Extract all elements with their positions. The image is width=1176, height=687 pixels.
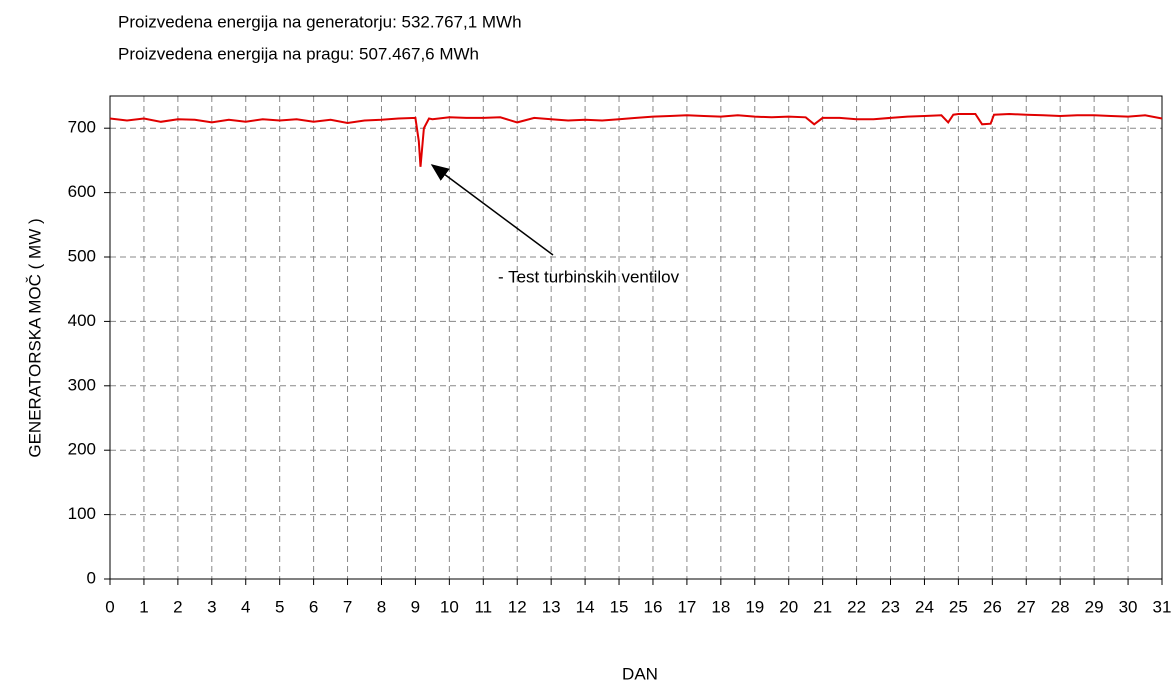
x-tick-label: 12 — [508, 597, 527, 616]
x-tick-label: 30 — [1119, 597, 1138, 616]
x-tick-label: 28 — [1051, 597, 1070, 616]
x-axis-label: DAN — [622, 664, 658, 682]
y-tick-label: 400 — [68, 311, 96, 330]
x-tick-label: 1 — [139, 597, 148, 616]
y-tick-label: 700 — [68, 118, 96, 137]
x-tick-label: 3 — [207, 597, 216, 616]
x-tick-label: 13 — [542, 597, 561, 616]
subtitle-line: Proizvedena energija na pragu: 507.467,6… — [118, 44, 479, 63]
x-tick-label: 18 — [711, 597, 730, 616]
x-tick-label: 23 — [881, 597, 900, 616]
x-tick-label: 31 — [1153, 597, 1172, 616]
y-tick-label: 500 — [68, 246, 96, 265]
x-tick-label: 11 — [474, 597, 492, 616]
x-tick-label: 5 — [275, 597, 284, 616]
x-tick-label: 25 — [949, 597, 968, 616]
y-tick-label: 0 — [87, 568, 96, 587]
y-tick-label: 600 — [68, 182, 96, 201]
x-tick-label: 10 — [440, 597, 459, 616]
x-tick-label: 22 — [847, 597, 866, 616]
x-tick-label: 19 — [745, 597, 764, 616]
x-tick-label: 26 — [983, 597, 1002, 616]
x-tick-label: 24 — [915, 597, 934, 616]
x-tick-label: 7 — [343, 597, 352, 616]
x-tick-label: 4 — [241, 597, 250, 616]
y-tick-label: 200 — [68, 440, 96, 459]
x-tick-label: 14 — [576, 597, 595, 616]
x-tick-label: 27 — [1017, 597, 1036, 616]
y-tick-label: 300 — [68, 375, 96, 394]
x-tick-label: 6 — [309, 597, 318, 616]
x-tick-label: 0 — [105, 597, 114, 616]
plot-frame — [109, 95, 1163, 580]
x-tick-label: 21 — [813, 597, 832, 616]
x-tick-label: 2 — [173, 597, 182, 616]
data-line — [109, 112, 1163, 167]
subtitle-line: Proizvedena energija na generatorju: 532… — [118, 12, 522, 31]
grid — [109, 96, 1163, 580]
x-tick-label: 16 — [644, 597, 663, 616]
x-tick-label: 9 — [411, 597, 420, 616]
annotation: - Test turbinskih ventilov — [498, 267, 680, 286]
y-tick-label: 100 — [68, 504, 96, 523]
x-tick-label: 17 — [677, 597, 696, 616]
annotation-arrow — [430, 164, 554, 256]
x-tick-label: 29 — [1085, 597, 1104, 616]
x-tick-label: 15 — [610, 597, 629, 616]
x-tick-label: 8 — [377, 597, 386, 616]
y-axis-label: GENERATORSKA MOČ ( MW ) — [25, 218, 44, 457]
x-tick-label: 20 — [779, 597, 798, 616]
